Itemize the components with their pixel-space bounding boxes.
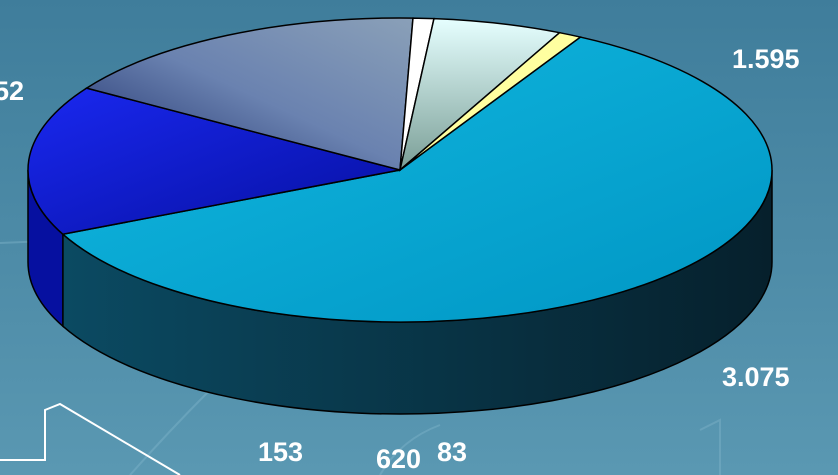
slice-1.595: [27, 87, 401, 236]
slice-label-620: 620: [376, 444, 422, 474]
slice-52: [61, 36, 773, 323]
slice-label-1595: 1.595: [732, 44, 800, 74]
slice-label-52: 52: [0, 76, 25, 106]
slice-153: [399, 31, 583, 171]
callout-lines: [0, 402, 181, 475]
slice-620: [398, 17, 562, 173]
pie-top: [27, 17, 773, 323]
slice-label-3075: 3.075: [722, 362, 790, 392]
slice-label-83: 83: [437, 437, 468, 467]
slice-3.075: [84, 17, 414, 171]
slice-label-153: 153: [258, 437, 304, 467]
